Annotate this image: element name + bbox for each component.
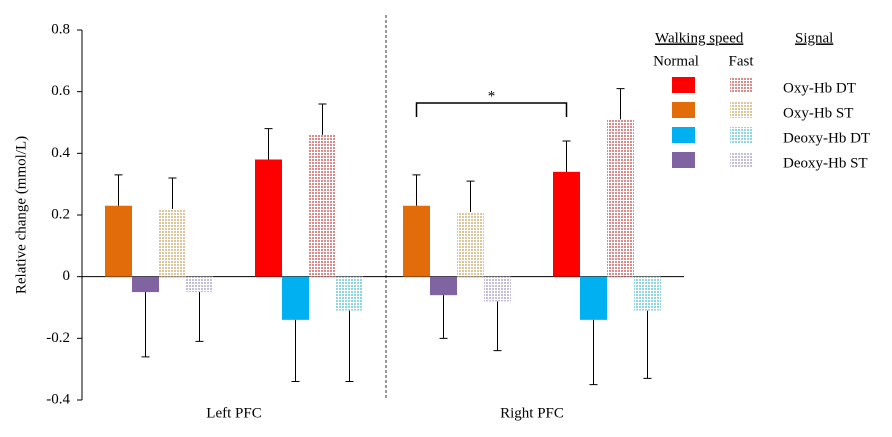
- error-bar: [562, 140, 571, 172]
- x-tick-label: Left PFC: [206, 405, 261, 421]
- y-tick-label: -0.4: [46, 391, 70, 407]
- legend-swatch: [730, 152, 753, 168]
- bar: [607, 119, 634, 277]
- legend-swatch: [730, 127, 753, 143]
- bar: [403, 205, 430, 277]
- bar: [105, 205, 132, 277]
- bar: [255, 159, 282, 277]
- error-bar: [466, 180, 475, 212]
- legend-swatch: [672, 102, 695, 118]
- legend-label: Deoxy-Hb ST: [783, 155, 868, 171]
- bar: [132, 276, 159, 293]
- y-tick-label: 0.6: [51, 83, 70, 99]
- bar: [430, 276, 457, 296]
- y-tick-label: 0.8: [51, 21, 70, 37]
- y-tick-label: 0.2: [51, 206, 70, 222]
- error-bar: [589, 319, 598, 386]
- error-bar: [493, 301, 502, 352]
- bar: [309, 134, 336, 277]
- error-bar: [291, 319, 300, 382]
- error-bar: [318, 103, 327, 135]
- y-tick-label: -0.2: [46, 330, 70, 346]
- error-bar: [168, 177, 177, 209]
- error-bar: [412, 174, 421, 206]
- error-bar: [439, 295, 448, 339]
- x-tick-label: Right PFC: [500, 405, 564, 421]
- bar: [186, 276, 213, 293]
- error-bar: [345, 310, 354, 382]
- error-bar: [264, 128, 273, 160]
- significance-label: *: [488, 88, 496, 104]
- legend-swatch: [730, 102, 753, 118]
- y-axis-title: Relative change (mmol/L): [13, 136, 29, 294]
- error-bar: [141, 292, 150, 358]
- error-bar: [114, 174, 123, 206]
- legend-swatch: [730, 77, 753, 93]
- bar: [634, 276, 661, 311]
- y-tick-label: 0.4: [51, 145, 70, 161]
- error-bar: [616, 88, 625, 120]
- legend-swatch: [672, 77, 695, 93]
- significance-bracket: [415, 102, 568, 117]
- legend-title: Walking speed: [655, 30, 744, 46]
- legend-label: Deoxy-Hb DT: [783, 130, 870, 146]
- bar: [159, 208, 186, 277]
- error-bar: [643, 310, 652, 379]
- bar: [553, 171, 580, 277]
- bar: [282, 276, 309, 320]
- y-tick-label: 0: [63, 268, 71, 284]
- legend-title: Signal: [795, 30, 833, 46]
- legend-swatch: [672, 152, 695, 168]
- error-bar: [195, 292, 204, 342]
- legend-label: Oxy-Hb ST: [783, 105, 853, 121]
- legend-swatch: [672, 127, 695, 143]
- bar: [484, 276, 511, 302]
- legend-speed: Normal: [653, 53, 699, 69]
- bar: [336, 276, 363, 311]
- legend-speed: Fast: [728, 53, 754, 69]
- bar: [457, 211, 484, 277]
- bar: [580, 276, 607, 320]
- legend-label: Oxy-Hb DT: [783, 80, 856, 96]
